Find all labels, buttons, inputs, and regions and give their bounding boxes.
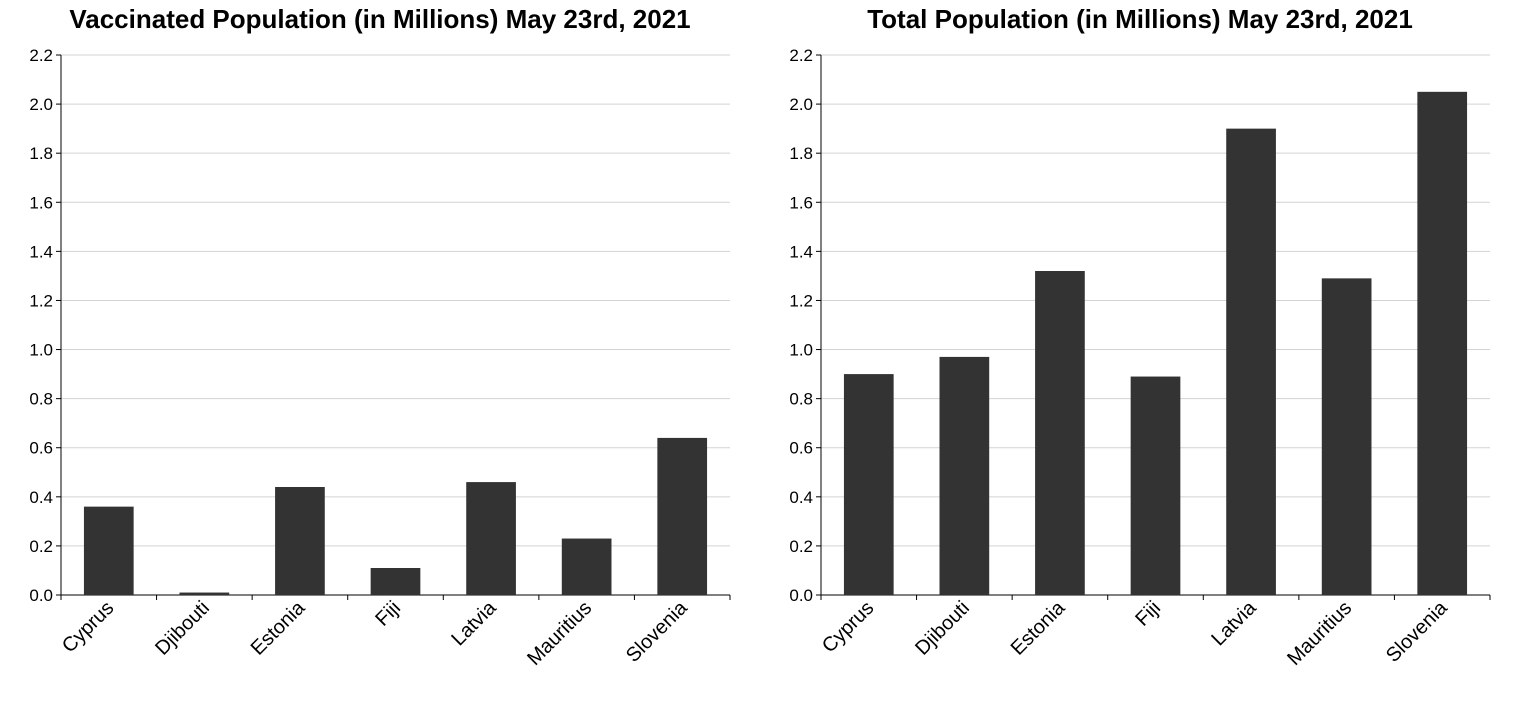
x-tick-label: Mauritius — [1283, 597, 1356, 670]
x-tick-label: Latvia — [447, 596, 501, 650]
bar-cyprus — [843, 374, 894, 595]
y-tick-label: 1.8 — [29, 144, 53, 163]
x-tick-label: Slovenia — [1382, 596, 1452, 666]
y-tick-label: 1.2 — [789, 291, 813, 310]
bar-estonia — [1035, 271, 1085, 595]
x-tick-label: Fiji — [1131, 597, 1165, 631]
x-tick-label: Estonia — [247, 596, 310, 659]
bar-fiji — [370, 568, 421, 595]
y-tick-label: 0.4 — [789, 488, 813, 507]
y-tick-label: 2.0 — [789, 95, 813, 114]
bar-slovenia — [1417, 91, 1468, 596]
vaccinated-chart-panel: Vaccinated Population (in Millions) May … — [0, 0, 760, 706]
y-tick-label: 0.6 — [29, 439, 53, 458]
y-tick-label: 0.6 — [789, 439, 813, 458]
bar-latvia — [1226, 128, 1276, 596]
chart-title: Vaccinated Population (in Millions) May … — [69, 4, 691, 34]
bar-djibouti — [939, 356, 990, 595]
y-tick-label: 0.8 — [789, 390, 813, 409]
bar-fiji — [1130, 376, 1181, 595]
y-tick-label: 2.0 — [29, 95, 53, 114]
x-tick-label: Djibouti — [151, 597, 214, 660]
y-tick-label: 1.8 — [789, 144, 813, 163]
bar-latvia — [466, 482, 516, 595]
bar-mauritius — [561, 538, 612, 595]
total-population-bar-chart: 0.0 0.2 0.4 0.6 0.8 1.0 1.2 1.4 1.6 1.8 2.0 2.2 Cypr… — [789, 46, 1491, 670]
y-tick-label: 2.2 — [789, 46, 813, 65]
bar-cyprus — [83, 506, 134, 595]
total-population-chart-panel: Total Population (in Millions) May 23rd,… — [760, 0, 1520, 706]
x-tick-label: Slovenia — [622, 596, 692, 666]
chart-title: Total Population (in Millions) May 23rd,… — [867, 4, 1413, 34]
bar-estonia — [275, 487, 325, 595]
y-tick-label: 1.6 — [29, 193, 53, 212]
bar-djibouti — [179, 592, 230, 595]
y-tick-label: 0.2 — [29, 537, 53, 556]
y-tick-label: 0.2 — [789, 537, 813, 556]
x-tick-label: Mauritius — [523, 597, 596, 670]
y-tick-label: 0.0 — [789, 586, 813, 605]
x-tick-label: Estonia — [1007, 596, 1070, 659]
bar-mauritius — [1321, 278, 1372, 595]
bar-slovenia — [657, 437, 708, 595]
y-tick-label: 1.0 — [29, 341, 53, 360]
y-tick-label: 1.2 — [29, 291, 53, 310]
vaccinated-bar-chart: 0.0 0.2 0.4 0.6 0.8 1.0 1.2 1.4 1.6 1.8 2.0 2.2 Cypr… — [29, 46, 731, 670]
x-tick-label: Cyprus — [818, 597, 878, 657]
y-tick-label: 2.2 — [29, 46, 53, 65]
y-tick-label: 0.0 — [29, 586, 53, 605]
x-tick-label: Djibouti — [911, 597, 974, 660]
y-tick-label: 0.4 — [29, 488, 53, 507]
y-tick-label: 1.4 — [29, 242, 53, 261]
x-tick-label: Fiji — [371, 597, 405, 631]
y-tick-label: 0.8 — [29, 390, 53, 409]
x-tick-label: Cyprus — [58, 597, 118, 657]
x-tick-label: Latvia — [1207, 596, 1261, 650]
y-tick-label: 1.4 — [789, 242, 813, 261]
y-tick-label: 1.6 — [789, 193, 813, 212]
y-tick-label: 1.0 — [789, 341, 813, 360]
